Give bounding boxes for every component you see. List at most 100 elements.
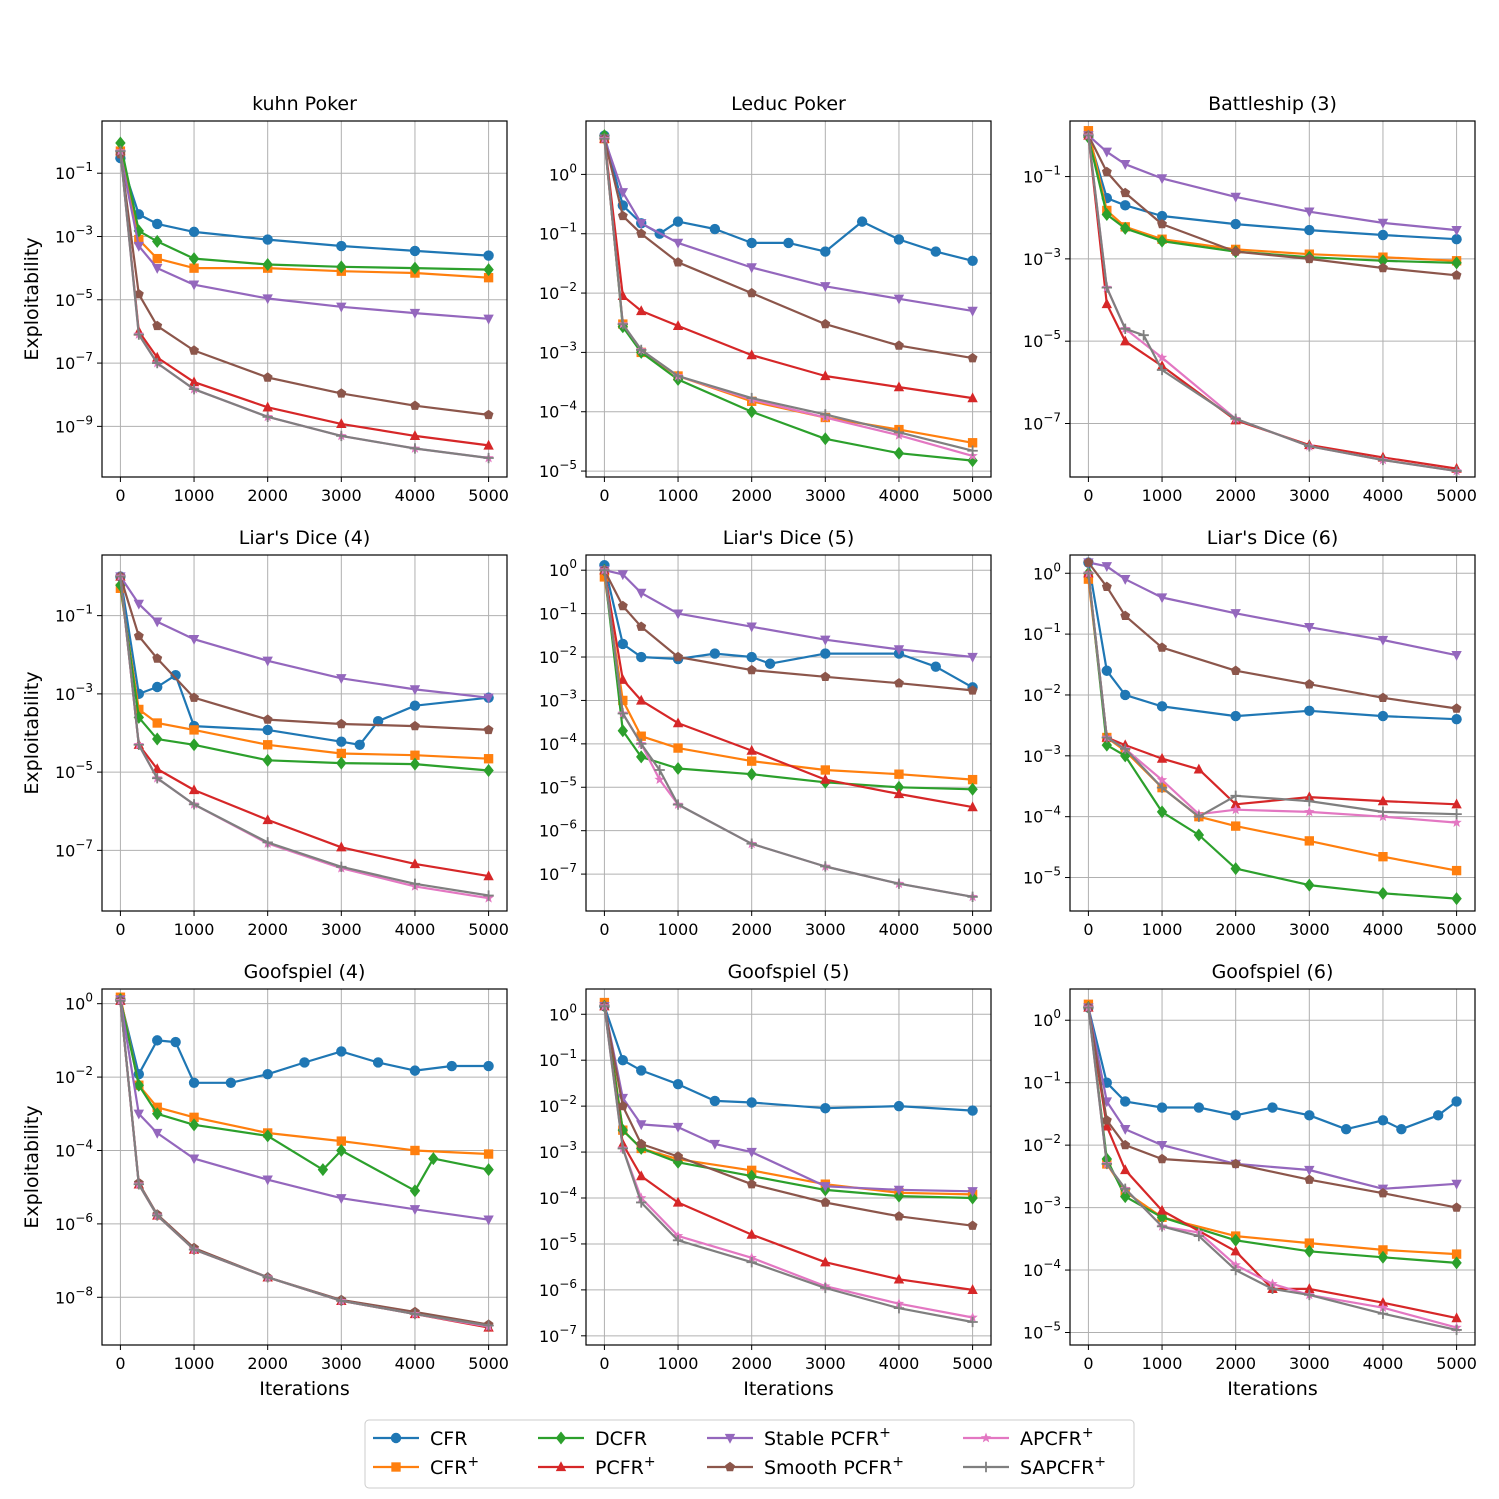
subplot-4: 0 1000 2000 3000 4000 5000 10−7 10−5 10−3 10−1 Lia… <box>21 527 509 939</box>
data-point-dcfr <box>1120 221 1131 235</box>
data-point-stable <box>409 685 421 696</box>
data-point-smooth <box>967 685 978 695</box>
data-point-smooth <box>410 720 420 731</box>
x-tick-label: 2000 <box>1215 486 1256 505</box>
data-point-cfr <box>483 250 494 261</box>
axes-frame <box>1069 554 1476 912</box>
data-point-sapcfr <box>617 1143 629 1154</box>
data-point-pcfrp <box>409 858 421 869</box>
data-point-cfr <box>409 700 421 711</box>
data-point-stable <box>133 241 145 252</box>
data-point-stable <box>188 280 200 291</box>
data-point-sapcfr <box>152 357 163 369</box>
data-point-pcfrp <box>1101 1120 1113 1131</box>
legend-label: Smooth PCFR+ <box>764 1454 904 1479</box>
x-tick-label: 2000 <box>247 486 288 505</box>
data-point-cfrp <box>1378 1245 1388 1255</box>
data-point-pcfrp <box>1156 1204 1168 1215</box>
data-point-sapcfr <box>1230 790 1241 802</box>
data-point-cfr <box>672 1079 684 1090</box>
data-point-pcfrp <box>893 1273 905 1284</box>
series-line-stable <box>604 569 973 659</box>
y-tick-label: 10−3 <box>1023 246 1061 269</box>
data-point-cfrp <box>410 1145 420 1156</box>
series-line-cfr <box>1087 562 1457 721</box>
data-point-sapcfr <box>820 861 831 872</box>
data-point-dcfr <box>746 405 757 419</box>
data-point-dcfr <box>746 1169 757 1183</box>
legend-marker-apcfr <box>980 1432 992 1443</box>
data-point-sapcfr <box>1377 806 1389 818</box>
data-point-dcfr <box>893 1189 905 1203</box>
data-point-dcfr <box>672 762 684 776</box>
data-point-dcfr <box>1156 234 1168 248</box>
subplot-5: 0 1000 2000 3000 4000 5000 10−7 10−6 10−5 10−4 10−… <box>539 527 993 939</box>
data-point-smooth <box>1157 642 1167 652</box>
data-point-sapcfr <box>1156 1221 1168 1232</box>
data-point-cfrp <box>134 704 144 715</box>
y-tick-label: 100 <box>1033 560 1061 583</box>
series-line-sapcfr <box>603 570 973 898</box>
data-point-sapcfr <box>1451 808 1462 820</box>
subplot-title: Leduc Poker <box>731 93 846 115</box>
x-tick-label: 1000 <box>658 1354 699 1373</box>
data-point-cfrp <box>1378 852 1388 862</box>
axes-frame <box>585 988 992 1346</box>
data-point-sapcfr <box>1120 743 1131 755</box>
axes-frame <box>101 120 508 478</box>
data-point-dcfr <box>188 1118 200 1132</box>
data-point-sapcfr <box>1101 282 1113 293</box>
data-point-dcfr <box>483 764 494 778</box>
data-point-dcfr <box>1377 1250 1389 1264</box>
data-point-sapcfr <box>1193 1230 1205 1242</box>
y-tick-label: 10−5 <box>1023 328 1061 351</box>
y-tick-label: 10−2 <box>1023 1132 1061 1155</box>
data-point-cfrp <box>1304 1238 1314 1248</box>
subplot-9: 0 1000 2000 3000 4000 5000 10−5 10−4 10−3 10−2 10−… <box>1023 961 1477 1400</box>
data-point-stable <box>336 1194 347 1204</box>
data-point-cfr <box>930 661 941 672</box>
y-tick-label: 10−8 <box>55 1284 93 1307</box>
data-point-stable <box>133 1109 145 1120</box>
x-tick-label: 4000 <box>1363 920 1404 939</box>
x-tick-label: 0 <box>115 486 125 505</box>
data-point-cfr <box>336 736 347 747</box>
data-point-pcfrp <box>893 788 905 799</box>
data-point-pcfrp <box>1156 752 1168 763</box>
subplot-title: Liar's Dice (5) <box>723 527 854 549</box>
data-point-dcfr <box>1101 738 1113 752</box>
x-tick-label: 2000 <box>731 920 772 939</box>
data-point-cfr <box>1377 229 1389 241</box>
x-tick-label: 3000 <box>1289 486 1330 505</box>
x-tick-label: 3000 <box>805 920 846 939</box>
data-point-sapcfr <box>1083 568 1094 579</box>
data-point-cfr <box>672 216 684 227</box>
x-tick-label: 4000 <box>879 486 920 505</box>
x-axis-label: Iterations <box>743 1378 834 1400</box>
y-tick-label: 10−5 <box>1023 865 1061 888</box>
data-point-sapcfr <box>1101 1158 1113 1170</box>
data-point-stable <box>1230 609 1241 619</box>
legend-box <box>364 1419 1135 1489</box>
data-point-stable <box>672 609 684 620</box>
data-point-pcfrp <box>152 763 163 774</box>
data-point-stable <box>152 617 163 628</box>
data-point-cfr <box>820 1103 831 1114</box>
data-point-cfr <box>617 1055 629 1066</box>
data-point-smooth <box>1378 1188 1388 1198</box>
data-point-cfr <box>1120 689 1131 701</box>
x-tick-label: 0 <box>1083 486 1093 505</box>
x-tick-label: 5000 <box>1436 920 1477 939</box>
data-point-dcfr <box>188 738 200 752</box>
data-point-smooth <box>1230 1158 1241 1169</box>
data-point-smooth <box>820 671 831 681</box>
x-tick-label: 0 <box>115 920 125 939</box>
legend-label: CFR <box>430 1428 467 1450</box>
y-tick-label: 10−6 <box>55 1211 93 1234</box>
data-point-dcfr <box>336 1143 347 1157</box>
data-point-sapcfr <box>746 392 757 404</box>
data-point-sapcfr <box>636 1197 647 1208</box>
data-point-smooth <box>636 228 647 238</box>
data-point-pcfrp <box>483 870 494 881</box>
series-line-dcfr <box>119 142 489 271</box>
